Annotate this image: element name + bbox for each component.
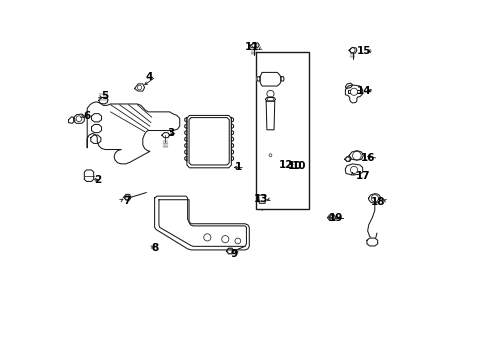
Polygon shape xyxy=(185,130,187,135)
Circle shape xyxy=(350,166,358,174)
Text: 15: 15 xyxy=(357,46,371,56)
Circle shape xyxy=(371,195,378,202)
Text: 19: 19 xyxy=(329,213,343,222)
Text: 3: 3 xyxy=(168,129,175,138)
Polygon shape xyxy=(92,114,101,122)
Polygon shape xyxy=(231,117,234,122)
Text: 5: 5 xyxy=(101,91,108,101)
Polygon shape xyxy=(231,143,234,148)
Polygon shape xyxy=(159,200,246,246)
Bar xyxy=(256,51,309,210)
Text: 1: 1 xyxy=(235,162,242,172)
Circle shape xyxy=(267,90,274,98)
Polygon shape xyxy=(260,72,281,86)
Polygon shape xyxy=(185,149,187,154)
Polygon shape xyxy=(185,124,187,129)
Text: 10: 10 xyxy=(292,161,306,171)
Text: 10: 10 xyxy=(287,161,302,171)
Polygon shape xyxy=(231,149,234,154)
Circle shape xyxy=(353,151,361,160)
Text: 18: 18 xyxy=(370,197,385,207)
Text: 13: 13 xyxy=(254,194,269,204)
Text: 11: 11 xyxy=(245,42,259,52)
Polygon shape xyxy=(185,117,187,122)
Text: 7: 7 xyxy=(123,196,130,206)
Text: 8: 8 xyxy=(152,243,159,253)
Polygon shape xyxy=(87,102,180,164)
Text: 12: 12 xyxy=(278,160,293,170)
Polygon shape xyxy=(124,194,131,200)
Polygon shape xyxy=(155,196,249,250)
Polygon shape xyxy=(84,170,94,181)
Polygon shape xyxy=(281,77,284,81)
Text: 4: 4 xyxy=(146,72,153,82)
Polygon shape xyxy=(91,135,101,143)
Polygon shape xyxy=(368,194,381,203)
Circle shape xyxy=(76,116,82,122)
Text: 17: 17 xyxy=(355,171,370,181)
Polygon shape xyxy=(92,125,101,133)
Text: 6: 6 xyxy=(84,111,91,121)
Polygon shape xyxy=(249,43,259,47)
Polygon shape xyxy=(231,156,234,161)
Polygon shape xyxy=(187,116,231,168)
Text: 14: 14 xyxy=(357,86,371,96)
Polygon shape xyxy=(344,157,351,161)
Polygon shape xyxy=(345,83,353,89)
Polygon shape xyxy=(231,124,234,129)
Text: 16: 16 xyxy=(361,153,375,163)
Text: 2: 2 xyxy=(95,175,101,185)
Polygon shape xyxy=(185,136,187,141)
Polygon shape xyxy=(74,114,84,123)
Polygon shape xyxy=(98,98,108,104)
Polygon shape xyxy=(231,136,234,141)
Text: 9: 9 xyxy=(231,248,238,258)
Circle shape xyxy=(204,234,211,241)
Polygon shape xyxy=(135,84,145,91)
Polygon shape xyxy=(189,118,229,165)
Polygon shape xyxy=(226,248,234,254)
Polygon shape xyxy=(367,238,378,246)
Polygon shape xyxy=(185,156,187,161)
Circle shape xyxy=(221,235,229,243)
Polygon shape xyxy=(266,98,275,101)
Polygon shape xyxy=(257,77,260,81)
Polygon shape xyxy=(185,143,187,148)
Circle shape xyxy=(235,238,241,244)
Polygon shape xyxy=(348,90,360,93)
Polygon shape xyxy=(349,150,364,160)
Polygon shape xyxy=(231,130,234,135)
Polygon shape xyxy=(266,101,275,130)
Polygon shape xyxy=(259,195,266,203)
Polygon shape xyxy=(349,47,357,53)
Circle shape xyxy=(350,88,358,95)
Polygon shape xyxy=(345,164,363,175)
Circle shape xyxy=(268,96,273,102)
Polygon shape xyxy=(69,117,75,123)
Polygon shape xyxy=(327,215,336,221)
Polygon shape xyxy=(345,85,363,103)
Circle shape xyxy=(137,85,142,90)
Polygon shape xyxy=(162,133,170,138)
